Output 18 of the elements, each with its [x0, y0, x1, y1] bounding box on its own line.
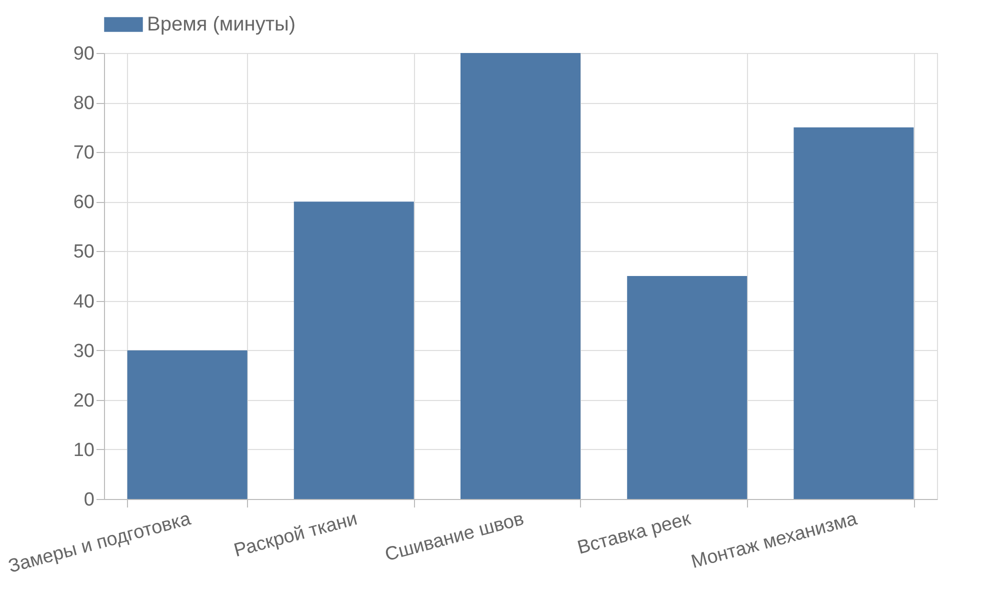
bar	[127, 350, 248, 499]
y-tick-label: 0	[84, 490, 94, 510]
y-tick-label: 20	[73, 390, 94, 412]
y-tick-label: 60	[73, 192, 94, 214]
bar	[294, 202, 414, 499]
x-tick-label: Раскрой ткани	[232, 508, 360, 562]
y-tick-label: 80	[73, 93, 94, 114]
y-tick-label: 10	[73, 440, 94, 461]
y-tick-label: 40	[73, 291, 94, 312]
x-tick-label: Сшивание швов	[382, 508, 526, 566]
bar	[460, 53, 580, 499]
y-tick-label: 90	[73, 44, 94, 64]
bar	[794, 127, 914, 499]
legend-label: Время (минуты)	[147, 14, 296, 36]
y-tick-label: 30	[73, 340, 94, 362]
y-tick-label: 50	[73, 242, 94, 263]
y-tick-label: 70	[73, 142, 94, 164]
bar	[627, 276, 748, 499]
